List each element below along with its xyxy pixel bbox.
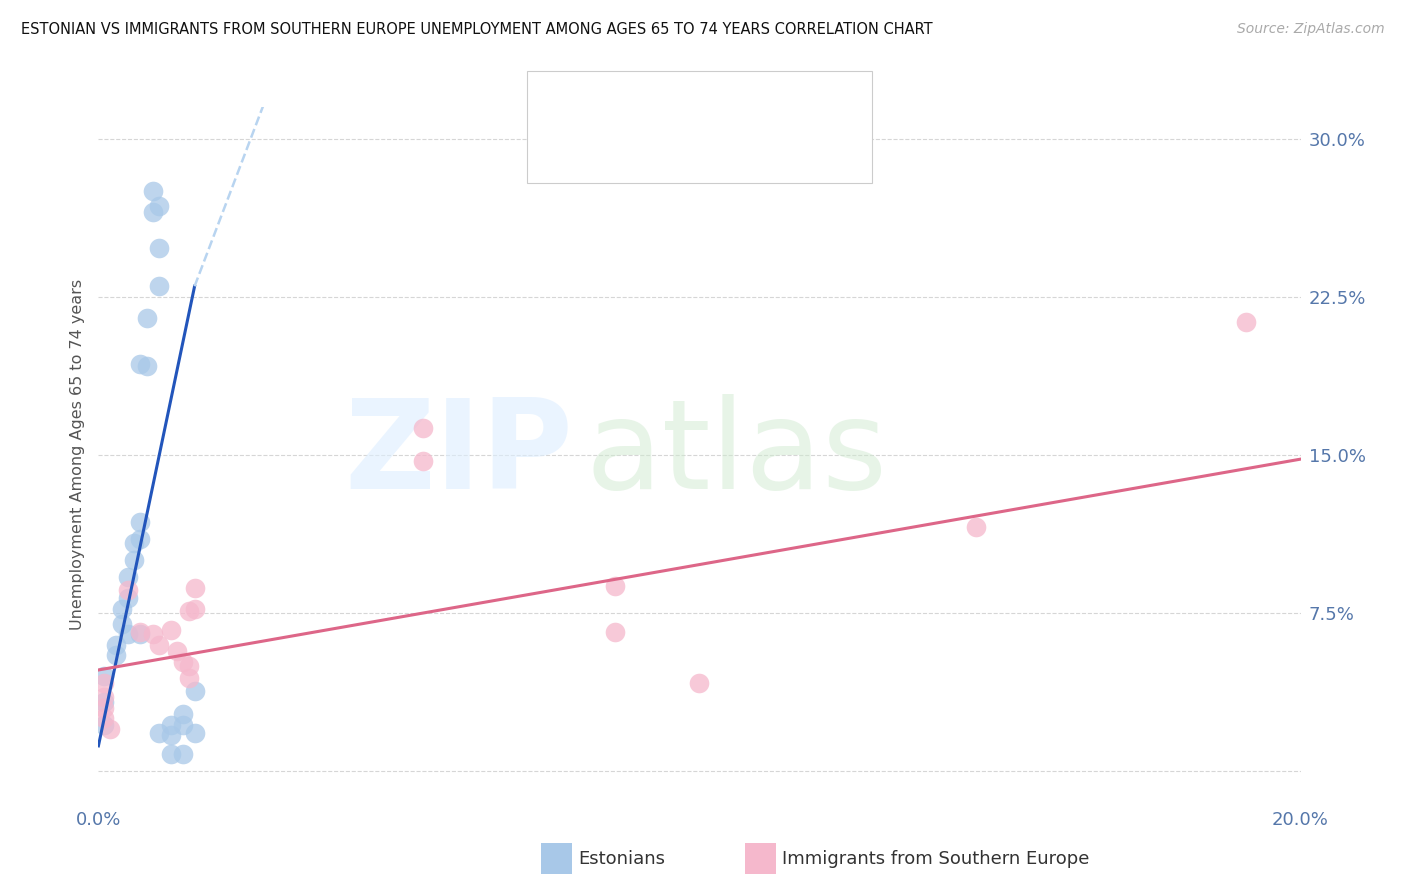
- Text: 0.715: 0.715: [637, 95, 693, 114]
- Point: [93, 695, 115, 709]
- Point: [177, 604, 200, 618]
- Point: [965, 519, 987, 533]
- Point: [159, 728, 181, 742]
- Point: [124, 536, 146, 550]
- Point: [93, 675, 115, 690]
- Point: [111, 616, 134, 631]
- Text: R =: R =: [595, 95, 634, 114]
- Text: N =: N =: [700, 146, 740, 164]
- Point: [183, 581, 205, 595]
- Point: [605, 579, 627, 593]
- Text: atlas: atlas: [585, 394, 887, 516]
- Point: [117, 582, 139, 597]
- Point: [183, 602, 205, 616]
- Point: [177, 672, 200, 686]
- Point: [100, 722, 122, 736]
- Point: [124, 553, 146, 567]
- Text: ZIP: ZIP: [344, 394, 574, 516]
- Point: [141, 205, 163, 219]
- Point: [159, 747, 181, 762]
- Point: [177, 658, 200, 673]
- Text: Estonians: Estonians: [578, 850, 665, 868]
- Text: R =: R =: [595, 146, 634, 164]
- Point: [93, 669, 115, 683]
- Point: [148, 241, 170, 255]
- Point: [93, 711, 115, 725]
- Point: [172, 655, 194, 669]
- Text: 32: 32: [742, 95, 768, 114]
- Point: [129, 625, 152, 640]
- Point: [117, 570, 139, 584]
- Point: [129, 516, 152, 530]
- Text: 24: 24: [742, 146, 768, 164]
- Point: [172, 718, 194, 732]
- Text: N =: N =: [700, 95, 740, 114]
- Text: ESTONIAN VS IMMIGRANTS FROM SOUTHERN EUROPE UNEMPLOYMENT AMONG AGES 65 TO 74 YEA: ESTONIAN VS IMMIGRANTS FROM SOUTHERN EUR…: [21, 22, 932, 37]
- Point: [129, 533, 152, 547]
- Point: [93, 690, 115, 705]
- Point: [1236, 315, 1258, 329]
- Point: [172, 707, 194, 722]
- Point: [117, 627, 139, 641]
- Point: [159, 718, 181, 732]
- Text: Immigrants from Southern Europe: Immigrants from Southern Europe: [782, 850, 1090, 868]
- Point: [605, 625, 627, 640]
- Point: [412, 420, 434, 434]
- Point: [135, 359, 157, 374]
- Text: Source: ZipAtlas.com: Source: ZipAtlas.com: [1237, 22, 1385, 37]
- Point: [105, 648, 128, 663]
- Point: [148, 726, 170, 740]
- Point: [148, 279, 170, 293]
- Point: [412, 454, 434, 468]
- Point: [141, 185, 163, 199]
- Point: [159, 623, 181, 637]
- Point: [688, 675, 710, 690]
- Point: [148, 199, 170, 213]
- Text: 0.511: 0.511: [637, 146, 693, 164]
- Point: [135, 310, 157, 325]
- Point: [93, 701, 115, 715]
- Y-axis label: Unemployment Among Ages 65 to 74 years: Unemployment Among Ages 65 to 74 years: [69, 279, 84, 631]
- Point: [117, 591, 139, 606]
- Point: [93, 718, 115, 732]
- Point: [129, 627, 152, 641]
- Point: [105, 638, 128, 652]
- Point: [183, 726, 205, 740]
- Point: [111, 602, 134, 616]
- Point: [172, 747, 194, 762]
- Point: [166, 644, 188, 658]
- Point: [129, 357, 152, 371]
- Point: [183, 684, 205, 698]
- Point: [141, 627, 163, 641]
- Point: [148, 638, 170, 652]
